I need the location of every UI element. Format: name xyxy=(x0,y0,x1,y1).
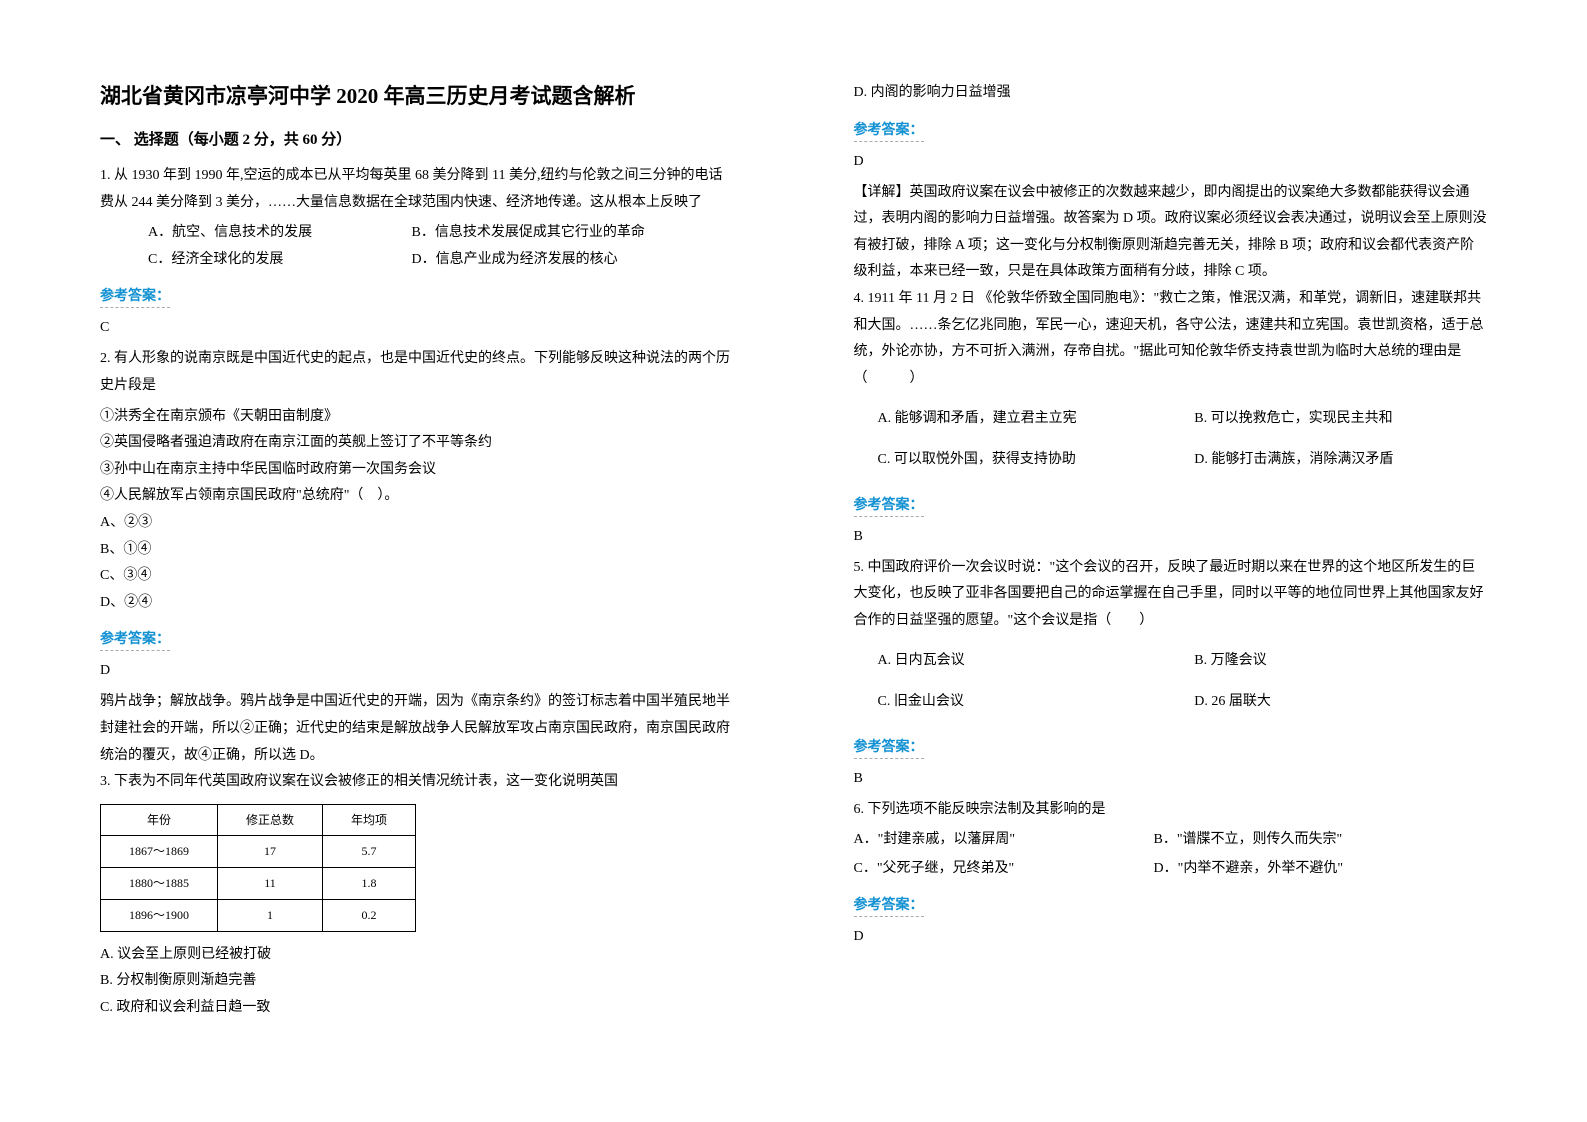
q3-ans-label: 参考答案： xyxy=(854,119,924,142)
cell: 5.7 xyxy=(323,836,416,868)
q2-line2: ②英国侵略者强迫清政府在南京江面的英舰上签订了不平等条约 xyxy=(100,430,734,457)
th-total: 修正总数 xyxy=(218,804,323,836)
q5-opt-b: B. 万隆会议 xyxy=(1170,648,1487,675)
q6-stem: 6. 下列选项不能反映宗法制及其影响的是 xyxy=(854,797,1488,824)
table-row: 1867～1869 17 5.7 xyxy=(101,836,416,868)
q4-opt-c: C. 可以取悦外国，获得支持协助 xyxy=(854,447,1171,474)
question-1: 1. 从 1930 年到 1990 年,空运的成本已从平均每英里 68 美分降到… xyxy=(100,163,734,273)
cell: 1 xyxy=(218,900,323,932)
q5-stem: 5. 中国政府评价一次会议时说："这个会议的召开，反映了最近时期以来在世界的这个… xyxy=(854,555,1488,635)
q1-opt-b: B．信息技术发展促成其它行业的革命 xyxy=(412,220,645,247)
table-row: 1880～1885 11 1.8 xyxy=(101,868,416,900)
q3-opt-a: A. 议会至上原则已经被打破 xyxy=(100,942,734,969)
right-column: D. 内阁的影响力日益增强 参考答案： D 【详解】英国政府议案在议会中被修正的… xyxy=(794,0,1587,1122)
question-5: 5. 中国政府评价一次会议时说："这个会议的召开，反映了最近时期以来在世界的这个… xyxy=(854,555,1488,716)
question-6: 6. 下列选项不能反映宗法制及其影响的是 A．"封建亲戚，以藩屏周" B．"谱牒… xyxy=(854,797,1488,883)
q2-line1: ①洪秀全在南京颁布《天朝田亩制度》 xyxy=(100,404,734,431)
q2-ans-label: 参考答案： xyxy=(100,628,170,651)
q6-row-ab: A．"封建亲戚，以藩屏周" B．"谱牒不立，则传久而失宗" xyxy=(854,827,1488,854)
q1-opt-c: C．经济全球化的发展 xyxy=(148,247,408,274)
q2-stem: 2. 有人形象的说南京既是中国近代史的起点，也是中国近代史的终点。下列能够反映这… xyxy=(100,346,734,399)
q2-line4: ④人民解放军占领南京国民政府"总统府"（ ）。 xyxy=(100,483,734,510)
q3-opt-d: D. 内阁的影响力日益增强 xyxy=(854,80,1488,107)
cell: 1.8 xyxy=(323,868,416,900)
q2-options: A、②③ B、①④ C、③④ D、②④ xyxy=(100,510,734,616)
q3-table: 年份 修正总数 年均项 1867～1869 17 5.7 1880～1885 1… xyxy=(100,804,416,932)
q6-row-cd: C．"父死子继，兄终弟及" D．"内举不避亲，外举不避仇" xyxy=(854,856,1488,883)
q3-opt-b: B. 分权制衡原则渐趋完善 xyxy=(100,968,734,995)
q6-ans-label: 参考答案： xyxy=(854,894,924,917)
q3-opt-c: C. 政府和议会利益日趋一致 xyxy=(100,995,734,1022)
q2-explain: 鸦片战争；解放战争。鸦片战争是中国近代史的开端，因为《南京条约》的签订标志着中国… xyxy=(100,689,734,769)
page-title: 湖北省黄冈市凉亭河中学 2020 年高三历史月考试题含解析 xyxy=(100,80,734,110)
q4-opt-d: D. 能够打击满族，消除满汉矛盾 xyxy=(1170,447,1487,474)
q3-ans: D xyxy=(854,154,1488,170)
cell: 17 xyxy=(218,836,323,868)
question-4: 4. 1911 年 11 月 2 日 《伦敦华侨致全国同胞电》："救亡之策，惟泯… xyxy=(854,286,1488,474)
cell: 1867～1869 xyxy=(101,836,218,868)
q5-opt-c: C. 旧金山会议 xyxy=(854,689,1171,716)
q1-stem: 1. 从 1930 年到 1990 年,空运的成本已从平均每英里 68 美分降到… xyxy=(100,163,734,216)
q2-opt-c: C、③④ xyxy=(100,563,734,590)
q1-ans-label: 参考答案： xyxy=(100,285,170,308)
q2-ans: D xyxy=(100,663,734,679)
q4-opt-b: B. 可以挽救危亡，实现民主共和 xyxy=(1170,406,1487,433)
q2-line3: ③孙中山在南京主持中华民国临时政府第一次国务会议 xyxy=(100,457,734,484)
q6-opt-d: D．"内举不避亲，外举不避仇" xyxy=(1154,856,1344,883)
cell: 0.2 xyxy=(323,900,416,932)
q4-ans-label: 参考答案： xyxy=(854,494,924,517)
q5-row-ab: A. 日内瓦会议 B. 万隆会议 xyxy=(854,648,1488,675)
q3-options: A. 议会至上原则已经被打破 B. 分权制衡原则渐趋完善 C. 政府和议会利益日… xyxy=(100,942,734,1022)
q3-explain: 【详解】英国政府议案在议会中被修正的次数越来越少，即内阁提出的议案绝大多数都能获… xyxy=(854,180,1488,286)
q2-opt-d: D、②④ xyxy=(100,590,734,617)
q5-opt-a: A. 日内瓦会议 xyxy=(854,648,1171,675)
q6-opt-b: B．"谱牒不立，则传久而失宗" xyxy=(1154,827,1343,854)
th-year: 年份 xyxy=(101,804,218,836)
q2-opt-b: B、①④ xyxy=(100,537,734,564)
q1-opt-a: A．航空、信息技术的发展 xyxy=(148,220,408,247)
question-2: 2. 有人形象的说南京既是中国近代史的起点，也是中国近代史的终点。下列能够反映这… xyxy=(100,346,734,616)
section-header: 一、 选择题（每小题 2 分，共 60 分） xyxy=(100,128,734,149)
q5-opt-d: D. 26 届联大 xyxy=(1170,689,1487,716)
q4-opt-a: A. 能够调和矛盾，建立君主立宪 xyxy=(854,406,1171,433)
cell: 11 xyxy=(218,868,323,900)
table-row: 年份 修正总数 年均项 xyxy=(101,804,416,836)
cell: 1896～1900 xyxy=(101,900,218,932)
q1-ans: C xyxy=(100,320,734,336)
table-row: 1896～1900 1 0.2 xyxy=(101,900,416,932)
q1-row-cd: C．经济全球化的发展 D．信息产业成为经济发展的核心 xyxy=(100,247,734,274)
q4-row-ab: A. 能够调和矛盾，建立君主立宪 B. 可以挽救危亡，实现民主共和 xyxy=(854,406,1488,433)
q1-row-ab: A．航空、信息技术的发展 B．信息技术发展促成其它行业的革命 xyxy=(100,220,734,247)
cell: 1880～1885 xyxy=(101,868,218,900)
q3-stem: 3. 下表为不同年代英国政府议案在议会被修正的相关情况统计表，这一变化说明英国 xyxy=(100,769,734,796)
th-avg: 年均项 xyxy=(323,804,416,836)
q4-stem: 4. 1911 年 11 月 2 日 《伦敦华侨致全国同胞电》："救亡之策，惟泯… xyxy=(854,286,1488,392)
question-3: 3. 下表为不同年代英国政府议案在议会被修正的相关情况统计表，这一变化说明英国 … xyxy=(100,769,734,1022)
q6-ans: D xyxy=(854,929,1488,945)
q6-opt-c: C．"父死子继，兄终弟及" xyxy=(854,856,1154,883)
q5-ans-label: 参考答案： xyxy=(854,736,924,759)
q1-opt-d: D．信息产业成为经济发展的核心 xyxy=(412,247,618,274)
q4-row-cd: C. 可以取悦外国，获得支持协助 D. 能够打击满族，消除满汉矛盾 xyxy=(854,447,1488,474)
q3-opt-d-wrap: D. 内阁的影响力日益增强 xyxy=(854,80,1488,107)
q5-ans: B xyxy=(854,771,1488,787)
q5-row-cd: C. 旧金山会议 D. 26 届联大 xyxy=(854,689,1488,716)
q6-opt-a: A．"封建亲戚，以藩屏周" xyxy=(854,827,1154,854)
left-column: 湖北省黄冈市凉亭河中学 2020 年高三历史月考试题含解析 一、 选择题（每小题… xyxy=(0,0,794,1122)
q4-ans: B xyxy=(854,529,1488,545)
q2-opt-a: A、②③ xyxy=(100,510,734,537)
